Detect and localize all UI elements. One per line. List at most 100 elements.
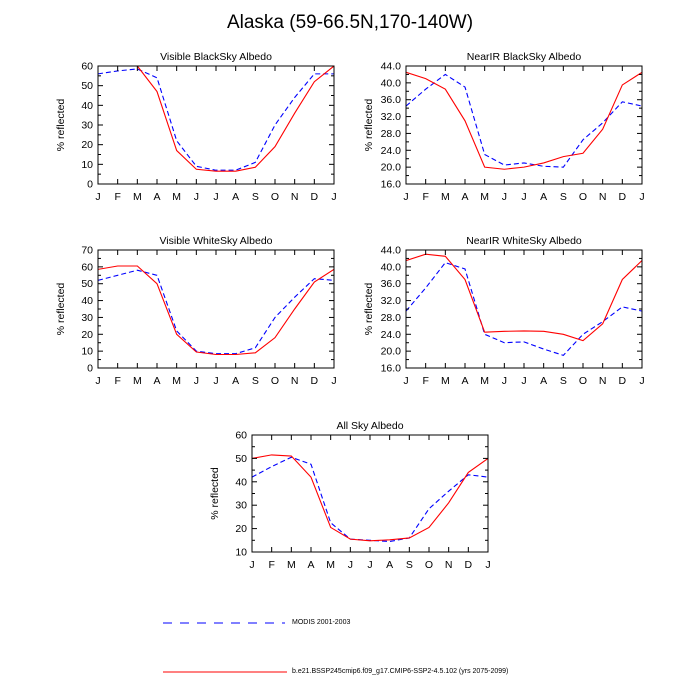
- x-tick-label: M: [287, 559, 296, 571]
- y-tick-label: 40.0: [381, 77, 402, 89]
- y-axis-label: % reflected: [55, 99, 67, 152]
- x-tick-label: S: [560, 375, 567, 387]
- chart-title: All Sky Albedo: [336, 420, 403, 432]
- x-tick-label: S: [252, 191, 259, 203]
- y-tick-label: 20.0: [381, 346, 402, 358]
- y-tick-label: 40: [81, 100, 93, 112]
- x-tick-label: J: [639, 191, 644, 203]
- y-axis-label: % reflected: [363, 283, 375, 336]
- page-title: Alaska (59-66.5N,170-140W): [226, 12, 474, 33]
- x-tick-label: J: [502, 375, 507, 387]
- x-tick-label: O: [271, 375, 279, 387]
- y-tick-label: 32.0: [381, 111, 402, 123]
- x-tick-label: M: [441, 375, 450, 387]
- y-tick-label: 20: [235, 523, 247, 535]
- x-tick-label: D: [619, 191, 627, 203]
- y-tick-label: 36.0: [381, 94, 402, 106]
- x-tick-label: M: [480, 191, 489, 203]
- chart-title: NearIR BlackSky Albedo: [467, 51, 582, 63]
- series-line-obs: [98, 68, 334, 171]
- x-tick-label: J: [403, 375, 408, 387]
- x-tick-label: S: [406, 559, 413, 571]
- x-tick-label: D: [619, 375, 627, 387]
- x-tick-label: J: [502, 191, 507, 203]
- y-tick-label: 30: [81, 312, 93, 324]
- x-tick-label: F: [422, 191, 428, 203]
- x-tick-label: N: [445, 559, 453, 571]
- x-tick-label: J: [95, 191, 100, 203]
- y-tick-label: 24.0: [381, 329, 402, 341]
- y-tick-label: 10: [81, 346, 93, 358]
- x-tick-label: A: [232, 191, 239, 203]
- x-tick-label: N: [291, 191, 299, 203]
- chart-title: NearIR WhiteSky Albedo: [466, 235, 582, 247]
- y-tick-label: 50: [81, 278, 93, 290]
- x-tick-label: J: [348, 559, 353, 571]
- series-line-obs: [406, 73, 642, 168]
- x-tick-label: J: [403, 191, 408, 203]
- y-axis-label: % reflected: [55, 283, 67, 336]
- y-tick-label: 16.0: [381, 179, 402, 191]
- series-line-model: [406, 253, 642, 342]
- y-tick-label: 60: [81, 261, 93, 273]
- series-line-model: [406, 71, 642, 170]
- x-tick-label: F: [114, 191, 120, 203]
- x-tick-label: A: [461, 375, 468, 387]
- x-tick-label: A: [153, 375, 160, 387]
- series-line-model: [98, 265, 334, 356]
- y-tick-label: 60: [235, 430, 247, 442]
- x-tick-label: J: [521, 191, 526, 203]
- x-tick-label: J: [639, 375, 644, 387]
- x-tick-label: N: [291, 375, 299, 387]
- x-tick-label: M: [133, 191, 142, 203]
- x-tick-label: O: [579, 375, 587, 387]
- x-tick-label: O: [271, 191, 279, 203]
- y-tick-label: 50: [235, 453, 247, 465]
- x-tick-label: F: [114, 375, 120, 387]
- x-tick-label: O: [579, 191, 587, 203]
- x-tick-label: J: [213, 375, 218, 387]
- y-tick-label: 16.0: [381, 363, 402, 375]
- y-tick-label: 10: [235, 547, 247, 559]
- y-tick-label: 40.0: [381, 261, 402, 273]
- y-tick-label: 30: [81, 120, 93, 132]
- y-tick-label: 36.0: [381, 278, 402, 290]
- y-tick-label: 32.0: [381, 295, 402, 307]
- x-tick-label: A: [232, 375, 239, 387]
- x-tick-label: J: [95, 375, 100, 387]
- y-tick-label: 60: [81, 61, 93, 73]
- y-tick-label: 44.0: [381, 245, 402, 257]
- x-tick-label: A: [153, 191, 160, 203]
- x-tick-label: N: [599, 191, 607, 203]
- y-tick-label: 28.0: [381, 128, 402, 140]
- y-axis-label: % reflected: [363, 99, 375, 152]
- x-tick-label: J: [331, 375, 336, 387]
- series-group: [406, 71, 642, 170]
- x-tick-label: D: [465, 559, 473, 571]
- y-tick-label: 20: [81, 329, 93, 341]
- x-tick-label: A: [540, 191, 547, 203]
- x-tick-label: N: [599, 375, 607, 387]
- x-tick-label: M: [480, 375, 489, 387]
- x-tick-label: J: [213, 191, 218, 203]
- y-tick-label: 28.0: [381, 312, 402, 324]
- y-tick-label: 70: [81, 245, 93, 257]
- series-line-model: [98, 66, 334, 172]
- x-tick-label: A: [461, 191, 468, 203]
- y-tick-label: 24.0: [381, 145, 402, 157]
- series-line-model: [252, 454, 488, 542]
- x-tick-label: S: [560, 191, 567, 203]
- x-tick-label: A: [307, 559, 314, 571]
- x-tick-label: J: [367, 559, 372, 571]
- series-group: [252, 454, 488, 543]
- y-tick-label: 30: [235, 500, 247, 512]
- y-tick-label: 40: [235, 476, 247, 488]
- x-tick-label: J: [485, 559, 490, 571]
- chart-title: Visible WhiteSky Albedo: [159, 235, 272, 247]
- series-group: [98, 66, 334, 172]
- y-tick-label: 0: [87, 363, 93, 375]
